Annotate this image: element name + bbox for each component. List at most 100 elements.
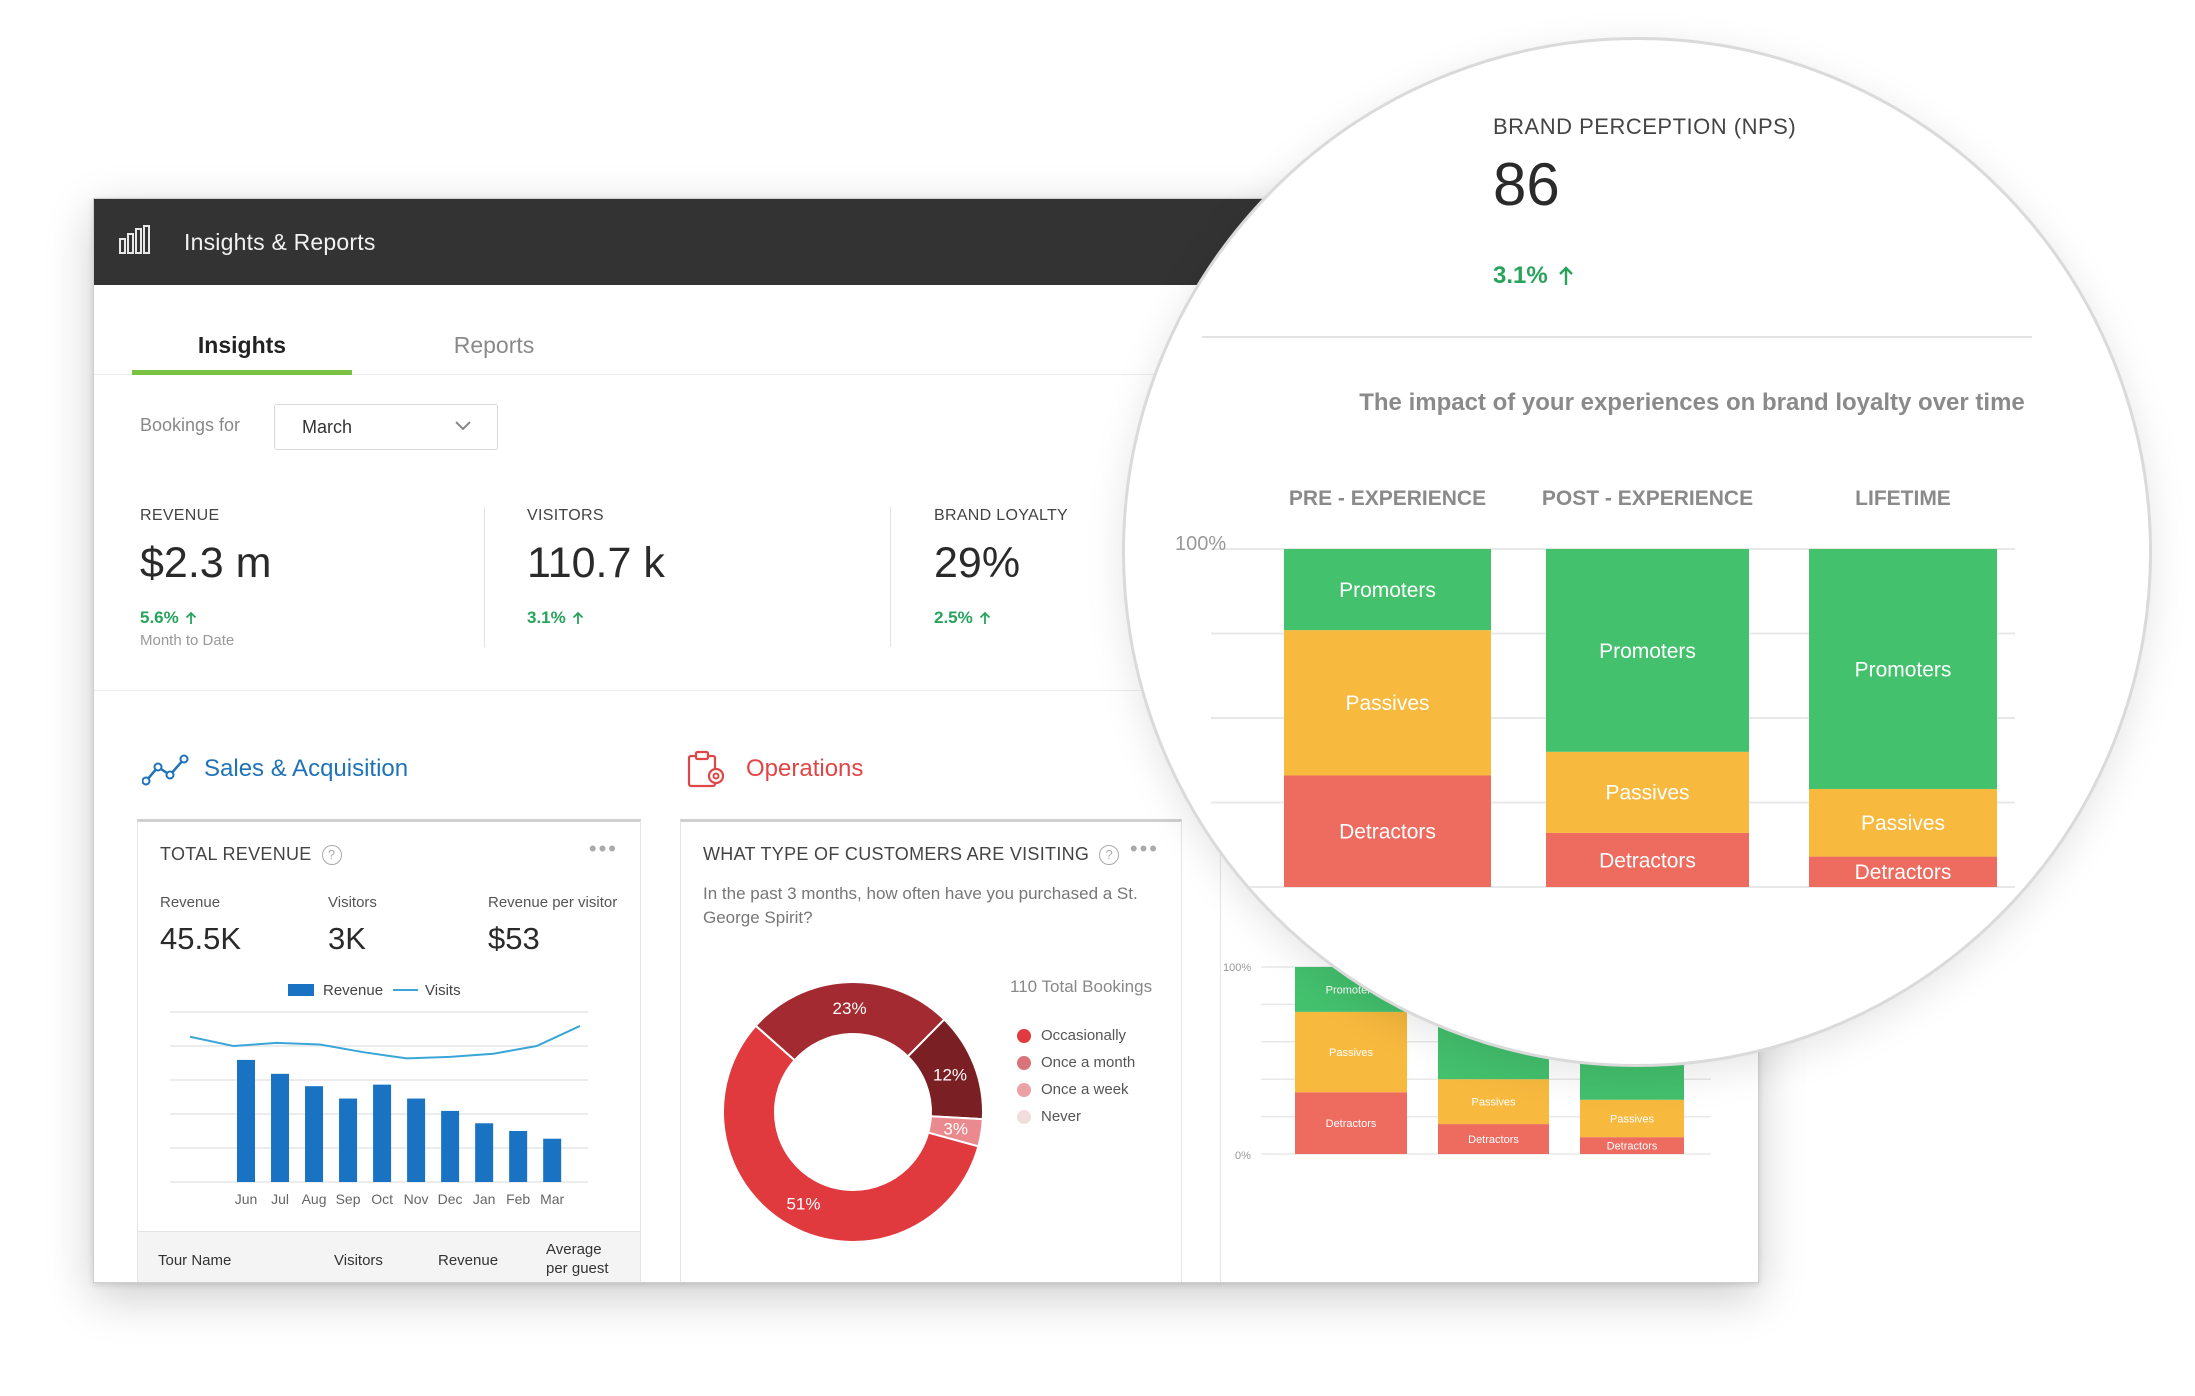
- card-title: WHAT TYPE OF CUSTOMERS ARE VISITING ?: [703, 844, 1120, 865]
- segment-label: Passives: [1329, 1047, 1374, 1059]
- tab-reports[interactable]: Reports: [453, 332, 535, 358]
- x-tick-label: Jun: [235, 1191, 258, 1207]
- help-icon[interactable]: ?: [321, 844, 342, 865]
- stack-segment-detractors: [1295, 1092, 1407, 1154]
- kpi-delta-value: 5.6%: [140, 608, 179, 627]
- segment-label: Passives: [1610, 1113, 1655, 1125]
- segment-label: Passives: [1861, 812, 1945, 835]
- slice-label: 51%: [786, 1194, 820, 1213]
- kpi-delta: 5.6%: [140, 608, 271, 628]
- bar-chart-icon[interactable]: [118, 225, 152, 255]
- tab-insights[interactable]: Insights: [132, 285, 352, 375]
- stack-segment-detractors: [1438, 1124, 1549, 1154]
- revenue-bar: [509, 1131, 528, 1182]
- more-options-icon[interactable]: •••: [588, 836, 618, 861]
- legend-item[interactable]: Never: [1017, 1103, 1135, 1130]
- revenue-bar: [339, 1098, 358, 1182]
- legend-item[interactable]: Once a month: [1017, 1049, 1135, 1076]
- slice-label: 23%: [833, 999, 867, 1018]
- metric-value: 3K: [328, 921, 366, 956]
- help-icon[interactable]: ?: [1099, 844, 1120, 865]
- stack-segment-passives: [1295, 1011, 1407, 1093]
- stack-segment-passives: [1809, 788, 1997, 857]
- revenue-bar: [543, 1138, 562, 1182]
- column-header[interactable]: Average per guest: [546, 1241, 609, 1277]
- segment-label: Promoters: [1339, 579, 1436, 602]
- metric-visitors: Visitors 3K: [328, 894, 377, 957]
- total-revenue-card: TOTAL REVENUE ? ••• Revenue 45.5K Visito…: [137, 819, 641, 1282]
- segment-label: Detractors: [1339, 821, 1436, 844]
- nps-value: 86: [1493, 151, 1560, 218]
- nps-delta-value: 3.1%: [1493, 262, 1548, 289]
- section-title: Sales & Acquisition: [204, 755, 409, 782]
- kpi-divider: [890, 507, 891, 647]
- stack-segment-detractors: [1809, 856, 1997, 887]
- metric-revenue: Revenue 45.5K: [160, 894, 241, 957]
- kpi-value: $2.3 m: [140, 539, 272, 587]
- metric-value: $53: [488, 921, 540, 956]
- x-tick-label: Mar: [540, 1191, 564, 1207]
- kpi-label: VISITORS: [527, 507, 604, 524]
- kpi-divider: [484, 507, 485, 647]
- segment-label: Detractors: [1607, 1140, 1658, 1152]
- tab-bar: Insights Reports: [94, 285, 1758, 375]
- chevron-down-icon: [455, 421, 471, 431]
- revenue-bar: [475, 1123, 494, 1182]
- x-tick-label: Nov: [404, 1191, 429, 1207]
- visits-line: [189, 1025, 581, 1060]
- legend-item[interactable]: Occasionally: [1017, 1022, 1135, 1049]
- legend-label: Revenue: [323, 982, 383, 999]
- nps-label: BRAND PERCEPTION (NPS): [1493, 114, 1797, 139]
- category-label: LIFETIME: [1855, 487, 1951, 510]
- legend-label: Once a month: [1041, 1054, 1136, 1071]
- nps-chart-caption: The impact of your experiences on brand …: [1359, 389, 2025, 416]
- x-tick-label: Oct: [371, 1191, 393, 1207]
- y-tick-label: 0%: [1235, 1150, 1251, 1162]
- legend-label: Once a week: [1041, 1081, 1129, 1098]
- section-sales-acquisition[interactable]: Sales & Acquisition: [142, 749, 408, 789]
- legend-label: Never: [1041, 1108, 1082, 1125]
- kpi-delta: 2.5%: [934, 608, 1068, 628]
- stack-segment-promoters: [1809, 549, 1997, 789]
- arrow-up-icon: [572, 611, 583, 624]
- nps-delta: 3.1%: [1493, 262, 1574, 290]
- tour-table-header: Tour Name Visitors Revenue Average per g…: [138, 1231, 640, 1282]
- x-tick-label: Sep: [336, 1191, 361, 1207]
- revenue-bar: [441, 1110, 460, 1182]
- card-title: TOTAL REVENUE ?: [160, 844, 342, 865]
- legend-item[interactable]: Once a week: [1017, 1076, 1135, 1103]
- kpi-brand-loyalty: BRAND LOYALTY 29% 2.5%: [934, 491, 1068, 661]
- card-title-text: WHAT TYPE OF CUSTOMERS ARE VISITING: [703, 844, 1090, 864]
- stack-segment-detractors: [1580, 1137, 1684, 1154]
- trend-line-icon: [142, 754, 189, 786]
- column-header[interactable]: Revenue: [438, 1252, 499, 1269]
- section-operations[interactable]: Operations: [684, 749, 863, 789]
- column-header[interactable]: Tour Name: [158, 1252, 232, 1269]
- stack-segment-promoters: [1546, 549, 1749, 752]
- column-header[interactable]: Visitors: [334, 1252, 383, 1269]
- legend-swatch: [1017, 1082, 1031, 1097]
- kpi-value: 29%: [934, 539, 1021, 587]
- month-select[interactable]: March: [274, 404, 498, 450]
- x-tick-label: Jan: [473, 1191, 496, 1207]
- segment-label: Promoters: [1855, 658, 1952, 681]
- slice-label: 3%: [943, 1120, 968, 1139]
- kpi-row: REVENUE $2.3 m 5.6% Month to Date VISITO…: [94, 491, 1758, 691]
- y-tick-label: 100%: [1223, 962, 1251, 974]
- revenue-bar: [237, 1059, 255, 1182]
- kpi-label: REVENUE: [140, 507, 220, 524]
- survey-question: In the past 3 months, how often have you…: [703, 884, 1138, 927]
- divider: [1202, 336, 2032, 338]
- metric-revenue-per-visitor: Revenue per visitor $53: [488, 894, 617, 957]
- revenue-bar: [305, 1086, 324, 1182]
- stack-segment-detractors: [1546, 832, 1749, 887]
- segment-label: Detractors: [1599, 849, 1696, 872]
- category-label: POST - EXPERIENCE: [1542, 487, 1753, 510]
- revenue-bar: [373, 1084, 392, 1182]
- segment-label: Passives: [1471, 1096, 1516, 1108]
- legend-swatch: [1017, 1028, 1031, 1043]
- revenue-bar: [271, 1073, 290, 1182]
- metric-label: Visitors: [328, 894, 377, 911]
- segment-label: Promoters: [1599, 640, 1696, 663]
- segment-label: Detractors: [1468, 1134, 1519, 1146]
